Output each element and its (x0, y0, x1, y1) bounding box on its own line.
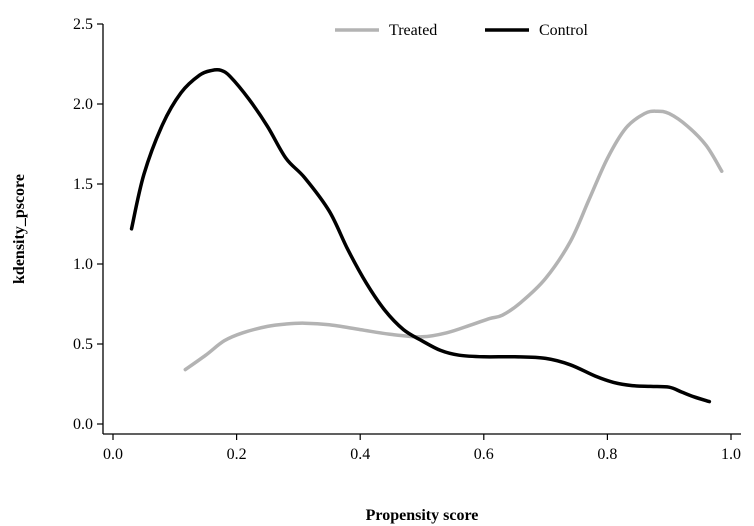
x-tick-label: 0.8 (597, 446, 617, 463)
series-line-treated (183, 109, 724, 372)
x-axis-title: Propensity score (366, 507, 479, 524)
x-tick-label: 0.0 (103, 446, 123, 463)
y-tick-label: 0.0 (73, 416, 93, 433)
x-tick-label: 0.6 (474, 446, 494, 463)
y-tick-label: 1.5 (73, 176, 93, 193)
legend-label-control: Control (539, 22, 588, 39)
y-tick-label: 2.5 (73, 16, 93, 33)
series-line-control (129, 67, 712, 404)
x-tick-label: 0.2 (227, 446, 247, 463)
legend-label-treated: Treated (389, 22, 437, 39)
x-tick-label: 1.0 (721, 446, 741, 463)
x-tick-label: 0.4 (350, 446, 370, 463)
series-lines (129, 67, 724, 404)
y-tick-label: 2.0 (73, 96, 93, 113)
legend: Treated Control (335, 22, 588, 39)
y-tick-label: 0.5 (73, 336, 93, 353)
axes: 0.0 0.2 0.4 0.6 0.8 1.0 0.0 0.5 1.0 1.5 2.0 2.5 (73, 16, 741, 463)
y-tick-label: 1.0 (73, 256, 93, 273)
y-axis-title: kdensity_pscore (11, 174, 28, 284)
